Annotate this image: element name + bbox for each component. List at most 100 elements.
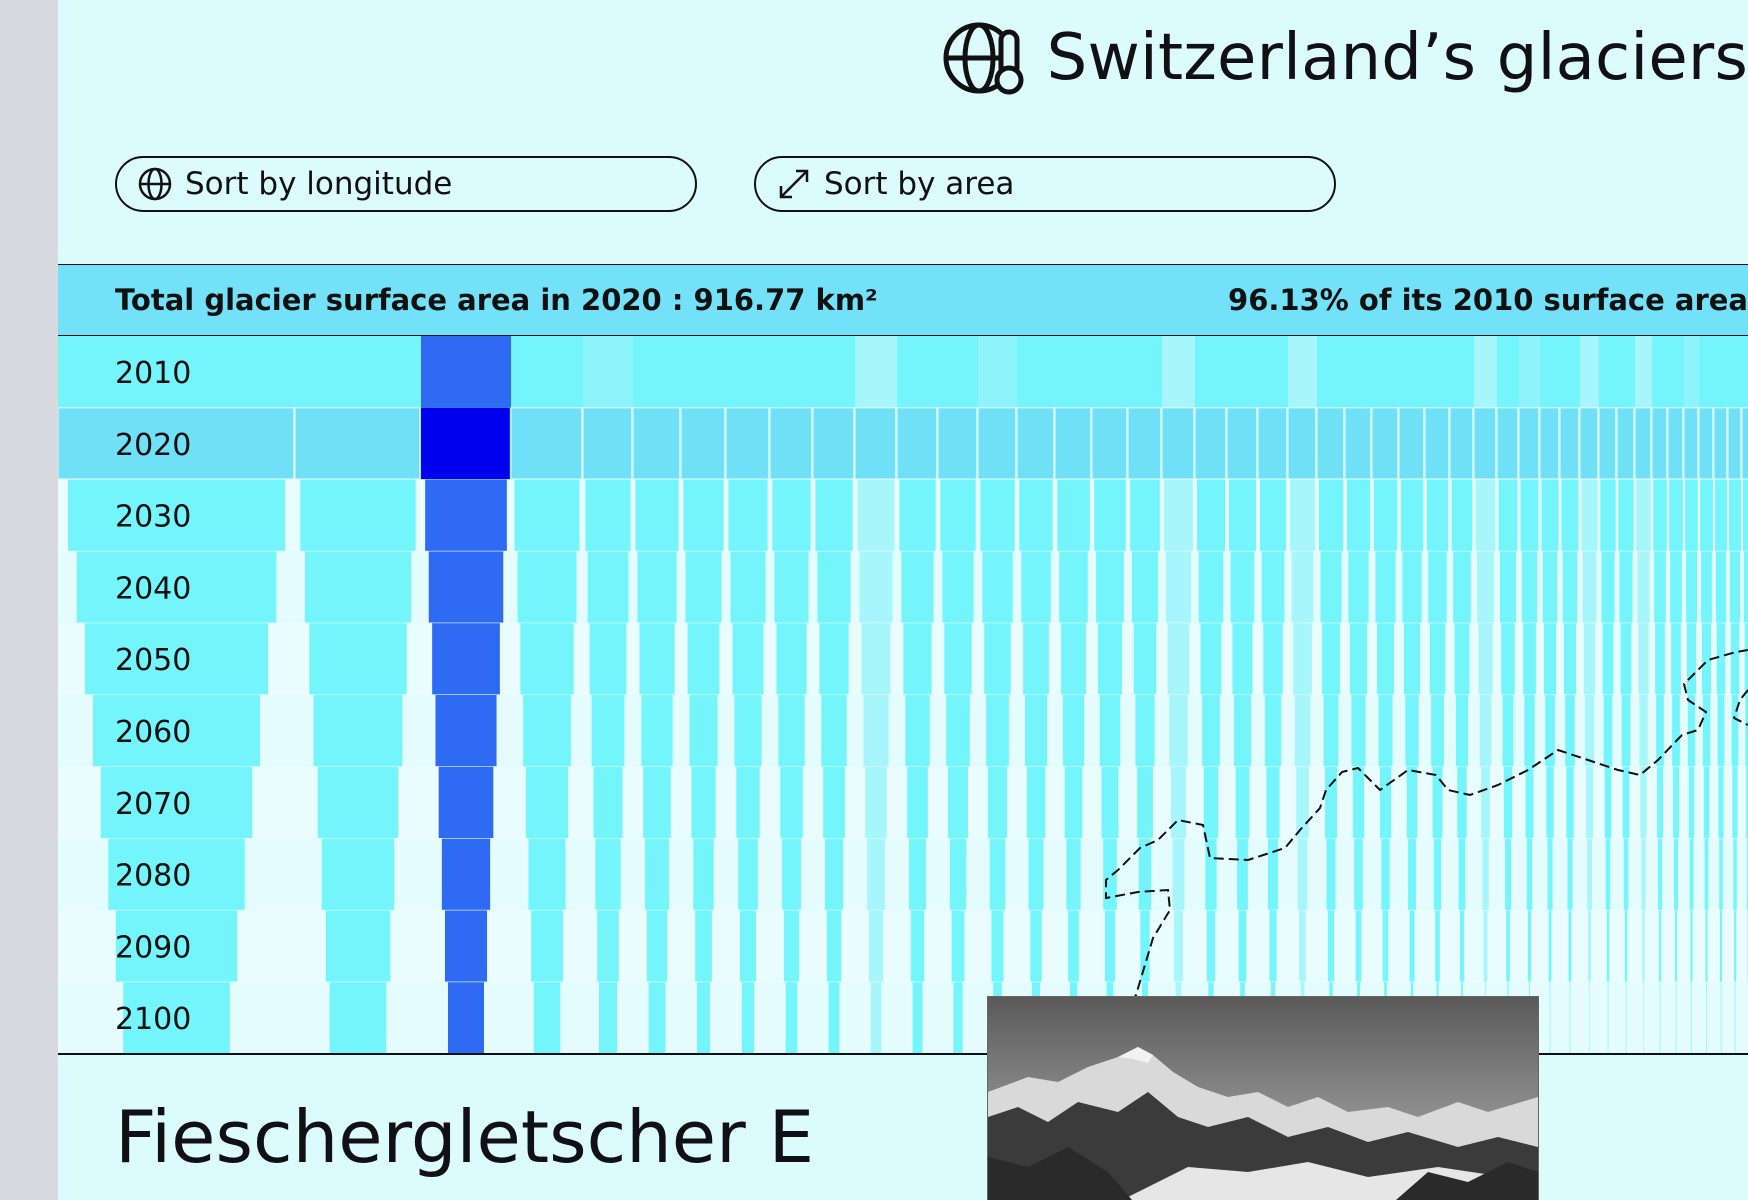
glacier-cell[interactable]	[948, 766, 968, 838]
glacier-cell[interactable]	[1641, 838, 1646, 910]
glacier-cell[interactable]	[1498, 479, 1518, 551]
glacier-cell[interactable]	[1402, 551, 1422, 623]
glacier-cell[interactable]	[1406, 766, 1418, 838]
glacier-cell[interactable]	[585, 479, 631, 551]
glacier-cell[interactable]	[1428, 551, 1447, 623]
glacier-cell[interactable]	[1602, 623, 1614, 695]
glacier-cell[interactable]	[695, 910, 712, 982]
glacier-cell[interactable]	[1232, 623, 1253, 695]
glacier-cell[interactable]	[533, 982, 561, 1054]
glacier-cell[interactable]	[1658, 910, 1662, 982]
glacier-cell[interactable]	[1584, 695, 1595, 767]
glacier-cell[interactable]	[909, 838, 926, 910]
glacier-cell[interactable]	[300, 479, 416, 551]
glacier-cell[interactable]	[1091, 407, 1128, 480]
glacier-cell[interactable]	[510, 407, 583, 480]
glacier-cell[interactable]	[1686, 623, 1697, 695]
glacier-cell[interactable]	[92, 695, 261, 767]
glacier-cell[interactable]	[1454, 623, 1470, 695]
glacier-cell[interactable]	[1057, 479, 1090, 551]
glacier-cell[interactable]	[1583, 623, 1596, 695]
glacier-cell[interactable]	[1238, 910, 1247, 982]
selected-glacier-cell[interactable]	[435, 695, 497, 767]
glacier-cell[interactable]	[1719, 838, 1723, 910]
glacier-cell[interactable]	[1654, 551, 1666, 623]
glacier-cell[interactable]	[1690, 910, 1693, 982]
glacier-cell[interactable]	[1622, 766, 1630, 838]
glacier-cell[interactable]	[1475, 479, 1496, 551]
glacier-cell[interactable]	[991, 910, 1004, 982]
glacier-cell[interactable]	[294, 407, 421, 480]
glacier-cell[interactable]	[1021, 551, 1051, 623]
glacier-cell[interactable]	[1433, 838, 1442, 910]
glacier-cell[interactable]	[1518, 407, 1540, 480]
selected-glacier-cell[interactable]	[421, 336, 511, 408]
glacier-cell[interactable]	[1269, 910, 1277, 982]
glacier-cell[interactable]	[1717, 695, 1725, 767]
selected-glacier-cell[interactable]	[428, 551, 504, 623]
glacier-cell[interactable]	[329, 982, 387, 1054]
glacier-cell[interactable]	[1318, 479, 1344, 551]
glacier-cell[interactable]	[726, 336, 770, 408]
glacier-cell[interactable]	[855, 336, 897, 408]
glacier-cell[interactable]	[1202, 695, 1220, 767]
glacier-cell[interactable]	[734, 695, 762, 767]
glacier-cell[interactable]	[986, 695, 1009, 767]
glacier-cell[interactable]	[1545, 695, 1555, 767]
glacier-cell[interactable]	[1728, 336, 1742, 408]
selected-glacier-cell[interactable]	[438, 766, 494, 838]
glacier-cell[interactable]	[1477, 551, 1494, 623]
glacier-cell[interactable]	[520, 623, 574, 695]
glacier-cell[interactable]	[1527, 910, 1532, 982]
glacier-cell[interactable]	[1541, 479, 1559, 551]
glacier-cell[interactable]	[1620, 623, 1632, 695]
glacier-cell[interactable]	[736, 766, 760, 838]
glacier-cell[interactable]	[1701, 551, 1712, 623]
glacier-cell[interactable]	[1744, 623, 1748, 695]
glacier-cell[interactable]	[1502, 695, 1514, 767]
glacier-cell[interactable]	[868, 910, 884, 982]
glacier-cell[interactable]	[1523, 623, 1536, 695]
glacier-cell[interactable]	[1642, 910, 1645, 982]
glacier-cell[interactable]	[1673, 838, 1679, 910]
glacier-cell[interactable]	[1355, 910, 1362, 982]
selected-glacier-cell[interactable]	[448, 982, 484, 1054]
glacier-cell[interactable]	[1606, 910, 1610, 982]
glacier-cell[interactable]	[1653, 479, 1667, 551]
glacier-cell[interactable]	[1403, 623, 1421, 695]
glacier-cell[interactable]	[1431, 695, 1444, 767]
glacier-cell[interactable]	[903, 623, 932, 695]
glacier-cell[interactable]	[648, 982, 666, 1054]
glacier-cell[interactable]	[812, 407, 855, 480]
glacier-cell[interactable]	[1703, 766, 1710, 838]
glacier-cell[interactable]	[1581, 479, 1598, 551]
glacier-cell[interactable]	[645, 838, 669, 910]
glacier-cell[interactable]	[865, 766, 887, 838]
glacier-cell[interactable]	[1316, 407, 1345, 480]
glacier-cell[interactable]	[599, 982, 617, 1054]
glacier-cell[interactable]	[1670, 551, 1682, 623]
glacier-cell[interactable]	[1140, 910, 1150, 982]
glacier-cell[interactable]	[1381, 838, 1390, 910]
glacier-cell[interactable]	[821, 695, 847, 767]
glacier-cell[interactable]	[1450, 336, 1474, 408]
glacier-cell[interactable]	[1519, 336, 1540, 408]
glacier-cell[interactable]	[1589, 982, 1590, 1054]
glacier-cell[interactable]	[1261, 551, 1285, 623]
glacier-cell[interactable]	[1165, 551, 1192, 623]
glacier-cell[interactable]	[785, 982, 798, 1054]
selected-glacier-cell[interactable]	[444, 910, 488, 982]
glacier-cell[interactable]	[632, 407, 681, 480]
glacier-cell[interactable]	[1729, 551, 1741, 623]
glacier-cell[interactable]	[1729, 479, 1741, 551]
glacier-cell[interactable]	[1730, 623, 1740, 695]
glacier-cell[interactable]	[593, 766, 623, 838]
glacier-cell[interactable]	[901, 551, 934, 623]
glacier-cell[interactable]	[907, 766, 928, 838]
glacier-cell[interactable]	[1169, 695, 1188, 767]
glacier-cell[interactable]	[1351, 695, 1366, 767]
glacier-cell[interactable]	[1198, 551, 1224, 623]
glacier-cell[interactable]	[772, 479, 811, 551]
glacier-cell[interactable]	[1607, 982, 1609, 1054]
glacier-cell[interactable]	[1162, 336, 1195, 408]
